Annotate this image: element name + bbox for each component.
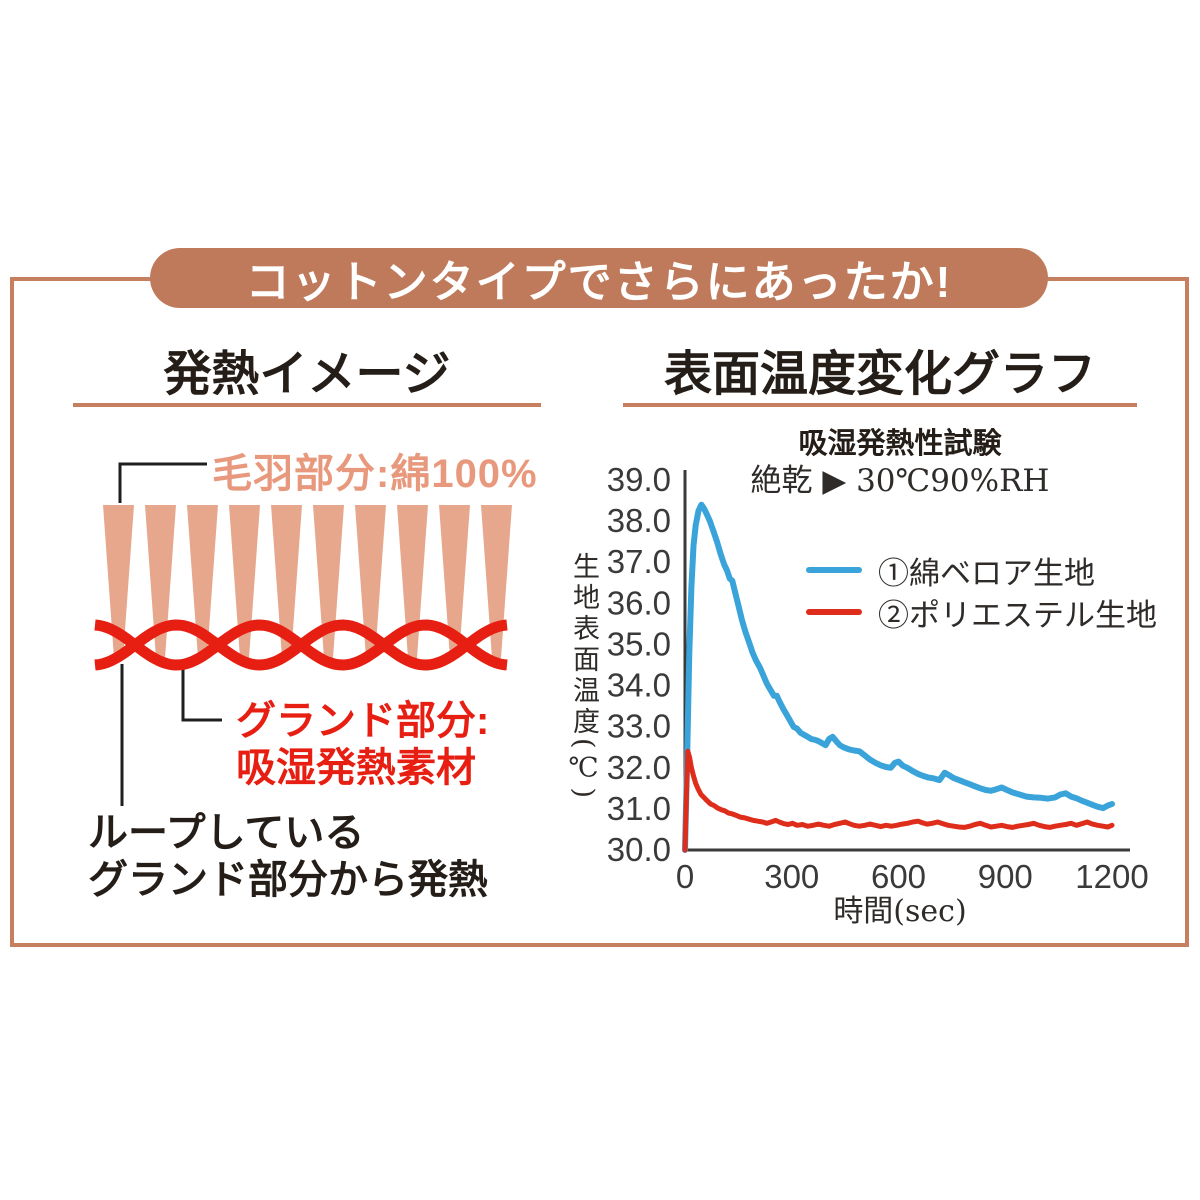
- right-heading-underline: [623, 403, 1137, 407]
- legend-line-polyester-icon: [806, 609, 862, 615]
- series-line-0: [682, 501, 1115, 853]
- fiber: [481, 505, 512, 658]
- fiber: [145, 505, 176, 658]
- x-tick-label: 1200: [1075, 858, 1148, 895]
- legend-row-cotton: ①綿ベロア生地: [806, 550, 1157, 592]
- banner-title: コットンタイプでさらにあったか!: [245, 258, 953, 307]
- fiber: [439, 505, 470, 658]
- left-section-heading: 発熱イメージ: [163, 348, 451, 401]
- temperature-line-chart: 39.0 38.0 37.0 36.0 35.0 34.0 33.0 32.0 31.0 30.0…: [607, 461, 1149, 895]
- ground-part-label: グランド部分: 吸湿発熱素材: [236, 698, 489, 792]
- chart-legend: ①綿ベロア生地 ②ポリエステル生地: [806, 550, 1157, 634]
- fiber: [355, 505, 386, 658]
- chart-x-axis-label: 時間(sec): [833, 894, 967, 929]
- fabric-cross-section-diagram: [94, 462, 512, 806]
- x-tick-label: 600: [871, 858, 926, 895]
- y-tick-label: 36.0: [607, 584, 671, 621]
- chart-title: 吸湿発熱性試験: [798, 428, 1002, 460]
- loop-heat-note-line1: ループしている: [88, 811, 365, 855]
- loop-heat-note-line2: グランド部分から発熱: [88, 858, 488, 902]
- loop-heat-note: ループしている グランド部分から発熱: [88, 810, 488, 904]
- y-tick-label: 33.0: [607, 708, 671, 745]
- legend-row-polyester: ②ポリエステル生地: [806, 592, 1157, 634]
- fiber: [271, 505, 302, 658]
- ground-part-label-line2: 吸湿発熱素材: [236, 746, 476, 790]
- fiber: [397, 505, 428, 658]
- y-tick-label: 38.0: [607, 502, 671, 539]
- y-tick-label: 31.0: [607, 790, 671, 827]
- connector-fluff-label: [118, 462, 207, 503]
- chart-y-axis-label: 生地表面温度(℃): [568, 552, 599, 803]
- legend-label-polyester: ②ポリエステル生地: [878, 597, 1157, 634]
- fiber: [187, 505, 218, 658]
- x-tick-label: 900: [978, 858, 1033, 895]
- y-tick-label: 32.0: [607, 749, 671, 786]
- left-heading-underline: [73, 403, 541, 407]
- y-tick-label: 39.0: [607, 461, 671, 498]
- title-banner: コットンタイプでさらにあったか!: [150, 248, 1048, 308]
- connector-ground-label: [181, 664, 222, 722]
- fiber: [313, 505, 344, 658]
- y-tick-label: 35.0: [607, 625, 671, 662]
- x-tick-label: 300: [764, 858, 819, 895]
- ground-yarn-wave: [94, 619, 508, 671]
- y-tick-label: 34.0: [607, 667, 671, 704]
- fiber: [229, 505, 260, 658]
- legend-line-cotton-icon: [806, 567, 862, 573]
- right-section-heading: 表面温度変化グラフ: [663, 348, 1096, 401]
- chart-subtitle: 絶乾 ▶ 30℃90%RH: [750, 463, 1050, 499]
- y-tick-label: 37.0: [607, 543, 671, 580]
- x-tick-label: 0: [676, 858, 694, 895]
- series-line-1: [682, 748, 1115, 853]
- fluff-part-label: 毛羽部分:綿100%: [212, 452, 538, 496]
- legend-label-cotton: ①綿ベロア生地: [878, 555, 1095, 592]
- y-tick-label: 30.0: [607, 831, 671, 868]
- fiber: [103, 505, 134, 658]
- ground-part-label-line1: グランド部分:: [236, 699, 490, 743]
